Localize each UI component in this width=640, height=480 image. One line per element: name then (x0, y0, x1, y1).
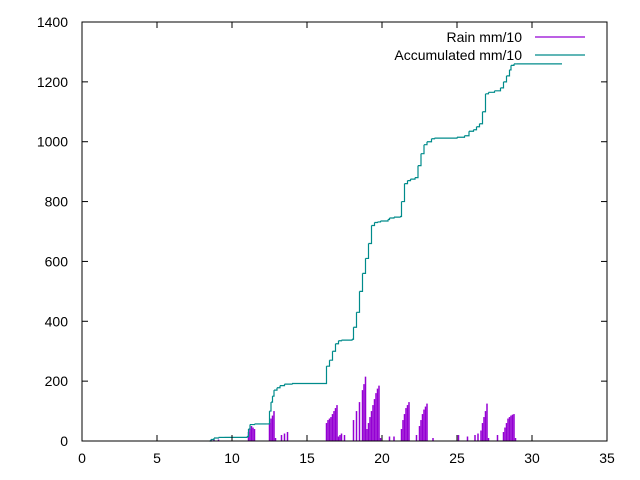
y-tick-label: 1200 (37, 74, 68, 90)
accumulated-line-segment (269, 402, 272, 412)
accumulated-line-segment (332, 343, 337, 352)
plot-series (209, 63, 563, 442)
accumulated-line-segment (418, 153, 422, 167)
accumulated-line-segment (362, 258, 367, 274)
accumulated-line-segment (248, 424, 251, 430)
accumulated-line-segment (356, 291, 361, 313)
accumulated-line-segment (214, 437, 220, 439)
accumulated-line-segment (335, 340, 340, 345)
accumulated-line-segment (401, 183, 406, 203)
plot-frame (81, 21, 608, 442)
accumulated-line-segment (277, 385, 281, 389)
accumulated-line-segment (509, 65, 512, 71)
accumulated-line-segment (482, 93, 487, 113)
accumulated-line-segment (464, 131, 470, 137)
accumulated-line-segment (272, 390, 275, 397)
accumulated-line-segment (329, 351, 334, 361)
accumulated-line-segment (338, 340, 343, 342)
x-tick-label: 30 (524, 450, 540, 466)
accumulated-line-segment (479, 111, 484, 125)
accumulated-line-segment (427, 138, 433, 143)
accumulated-line-segment (431, 138, 436, 140)
accumulated-line-segment (506, 69, 511, 77)
accumulated-line-segment (404, 180, 409, 185)
x-tick-label: 35 (599, 450, 615, 466)
x-tick-label: 20 (374, 450, 390, 466)
accumulated-line-segment (500, 81, 505, 89)
accumulated-line-segment (266, 411, 271, 425)
accumulated-line-segment (326, 360, 331, 367)
accumulated-line-segment (359, 273, 364, 292)
y-tick-label: 200 (45, 373, 69, 389)
accumulated-line-segment (250, 423, 256, 426)
accumulated-line-segment (400, 201, 403, 218)
accumulated-line-segment (274, 387, 278, 391)
axes: 0 5 10 15 20 25 30 35 0 200 400 600 800 1000 1200 1400 (37, 14, 615, 466)
accumulated-line-segment (352, 327, 355, 340)
legend-label: Rain mm/10 (447, 29, 523, 45)
y-tick-label: 600 (45, 253, 69, 269)
accumulated-line-segment (353, 312, 358, 328)
accumulated-line-segment (424, 141, 428, 146)
accumulated-line-segment (284, 383, 293, 385)
accumulated-line-segment (394, 216, 401, 218)
legend: Rain mm/10 Accumulated mm/10 (394, 29, 585, 63)
y-tick-label: 400 (45, 313, 69, 329)
accumulated-line-segment (473, 126, 478, 131)
accumulated-line-segment (421, 144, 425, 155)
x-tick-label: 0 (78, 450, 86, 466)
y-tick-label: 1400 (37, 14, 68, 30)
x-tick-label: 25 (449, 450, 465, 466)
y-tick-label: 0 (60, 433, 68, 449)
accumulated-line-segment (271, 396, 274, 403)
x-tick-label: 10 (224, 450, 240, 466)
y-tick-label: 1000 (37, 134, 68, 150)
accumulated-line-segment (494, 87, 502, 92)
accumulated-line-segment (371, 222, 376, 227)
accumulated-line-segment (365, 243, 370, 260)
x-tick-label: 15 (299, 450, 315, 466)
accumulated-line-segment (368, 225, 373, 245)
accumulated-line-segment (415, 165, 419, 179)
series-accumulated (209, 63, 563, 442)
series-rain (210, 376, 517, 441)
accumulated-line-segment (247, 429, 250, 438)
y-tick-label: 800 (45, 194, 69, 210)
accumulated-line-segment (325, 366, 328, 385)
legend-label: Accumulated mm/10 (394, 47, 522, 63)
accumulated-line-segment (503, 75, 508, 83)
accumulated-line-segment (374, 221, 379, 224)
accumulated-line-segment (476, 123, 481, 128)
x-tick-label: 5 (153, 450, 161, 466)
